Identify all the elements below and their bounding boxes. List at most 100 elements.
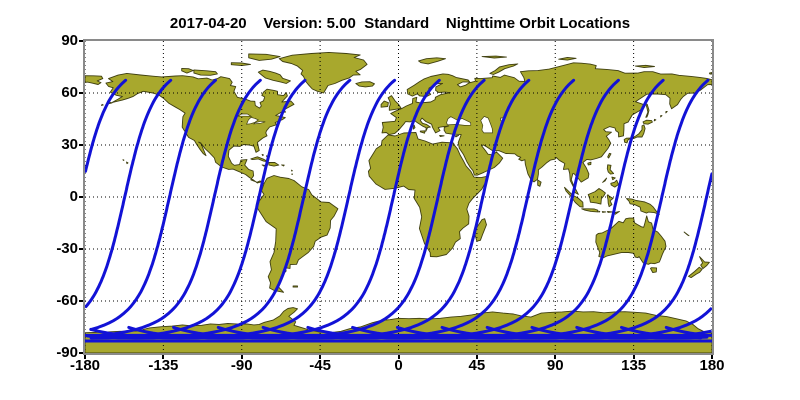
land-falkland-islands — [292, 285, 298, 288]
land-iceland — [355, 81, 375, 88]
world-map-orbit-tracks — [85, 41, 712, 353]
orbit-track-7 — [172, 78, 486, 340]
land-eurasia — [381, 62, 712, 195]
land-tasmania — [650, 267, 658, 274]
land-palawan — [602, 177, 608, 183]
x-tick-mark — [711, 355, 713, 359]
orbit-track-9 — [261, 78, 576, 340]
land-sumbawa — [601, 211, 607, 213]
land-sulawesi — [606, 194, 614, 208]
lake-caspian-sea — [480, 115, 493, 134]
land-hawaii-1 — [126, 161, 129, 165]
land-devon-island — [230, 62, 251, 67]
land-borneo — [587, 188, 606, 205]
y-tick-mark — [79, 40, 83, 42]
land-bahamas-1 — [261, 153, 264, 157]
y-tick-label--90: -90 — [56, 344, 78, 361]
plot-area — [83, 39, 714, 355]
x-tick-label--180: -180 — [69, 357, 101, 374]
y-tick-label-30: 30 — [61, 136, 78, 153]
y-tick-mark — [79, 92, 83, 94]
x-tick-mark — [632, 355, 635, 359]
orbit-track-4 — [664, 325, 703, 337]
y-tick-mark — [79, 352, 83, 354]
x-tick-label--135: -135 — [148, 357, 179, 374]
land-kuril-1 — [653, 118, 657, 122]
x-tick-label-180: 180 — [699, 357, 725, 374]
land-sicily — [419, 130, 426, 134]
orbit-track-10 — [306, 78, 620, 340]
land-africa — [367, 132, 489, 258]
x-tick-mark — [240, 355, 243, 359]
land-flores — [607, 210, 614, 213]
orbit-track-0 — [85, 78, 173, 308]
orbit-track-13 — [85, 78, 128, 173]
land-greenland — [278, 51, 368, 94]
land-nz-north-island — [699, 256, 710, 270]
land-new-siberian-islands — [634, 64, 655, 68]
orbit-track-6 — [127, 78, 441, 340]
x-tick-mark — [319, 355, 322, 359]
land-great-britain — [387, 95, 402, 111]
orbit-track-8 — [216, 78, 531, 340]
y-tick-mark — [79, 196, 83, 198]
y-tick-mark — [79, 300, 83, 302]
land-banks-island — [181, 67, 194, 74]
land-taiwan — [607, 152, 612, 159]
land-java — [581, 208, 599, 213]
x-tick-label-90: 90 — [546, 357, 564, 374]
land-aleutian-2 — [101, 103, 104, 106]
x-tick-mark — [554, 355, 557, 359]
land-visayas — [611, 176, 616, 181]
land-svalbard — [418, 57, 446, 65]
land-ellesmere-island — [248, 53, 281, 61]
land-honshu-kyushu — [623, 124, 646, 144]
land-victoria-island — [193, 69, 218, 76]
x-tick-mark — [475, 355, 478, 359]
land-hainan — [587, 161, 592, 166]
land-hawaii-2 — [122, 159, 125, 161]
land-novaya-zemlya — [489, 63, 519, 75]
lake-lake-superior — [236, 113, 253, 117]
land-severnaya-zemlya — [558, 57, 577, 61]
y-tick-label-60: 60 — [61, 84, 78, 101]
lake-lakes-erie-ontario — [253, 120, 266, 125]
orbit-track-4 — [85, 78, 352, 340]
land-corsica-sardinia — [412, 124, 416, 130]
orbit-track-13 — [440, 172, 712, 340]
x-tick-mark — [84, 355, 86, 359]
land-kuril-2 — [660, 115, 663, 118]
y-tick-label--30: -30 — [56, 240, 78, 257]
land-south-america — [256, 175, 339, 293]
y-tick-label-0: 0 — [69, 188, 78, 205]
land-franz-josef-land — [481, 55, 507, 59]
x-tick-mark — [162, 355, 165, 359]
land-chukotka-wrap — [85, 75, 104, 85]
land-hispaniola — [268, 162, 280, 167]
land-sakhalin — [645, 103, 650, 118]
x-tick-label--45: -45 — [309, 357, 331, 374]
orbit-track-2 — [93, 78, 262, 338]
land-new-caledonia — [683, 231, 690, 237]
land-cyprus — [454, 135, 460, 138]
land-antilles-2 — [291, 173, 293, 176]
land-hokkaido — [642, 119, 653, 125]
land-nz-south-island — [688, 266, 703, 279]
land-ireland — [380, 100, 389, 108]
land-puerto-rico — [281, 164, 285, 167]
orbit-track-5 — [89, 78, 397, 340]
chart-title: 2017-04-20 Version: 5.00 Standard Nightt… — [169, 15, 631, 32]
lake-lakes-michigan-huron — [246, 117, 260, 125]
land-bali-lombok — [598, 210, 601, 213]
orbit-track-11 — [351, 78, 665, 340]
land-sri-lanka — [537, 179, 542, 187]
land-madagascar — [474, 218, 487, 242]
x-tick-label-135: 135 — [621, 357, 647, 374]
land-baffin-island — [257, 69, 291, 84]
land-north-america — [105, 72, 295, 185]
y-tick-label--60: -60 — [56, 292, 78, 309]
land-luzon — [606, 164, 615, 175]
x-tick-label-0: 0 — [394, 357, 403, 374]
y-tick-mark — [79, 144, 83, 146]
x-tick-label-45: 45 — [468, 357, 486, 374]
